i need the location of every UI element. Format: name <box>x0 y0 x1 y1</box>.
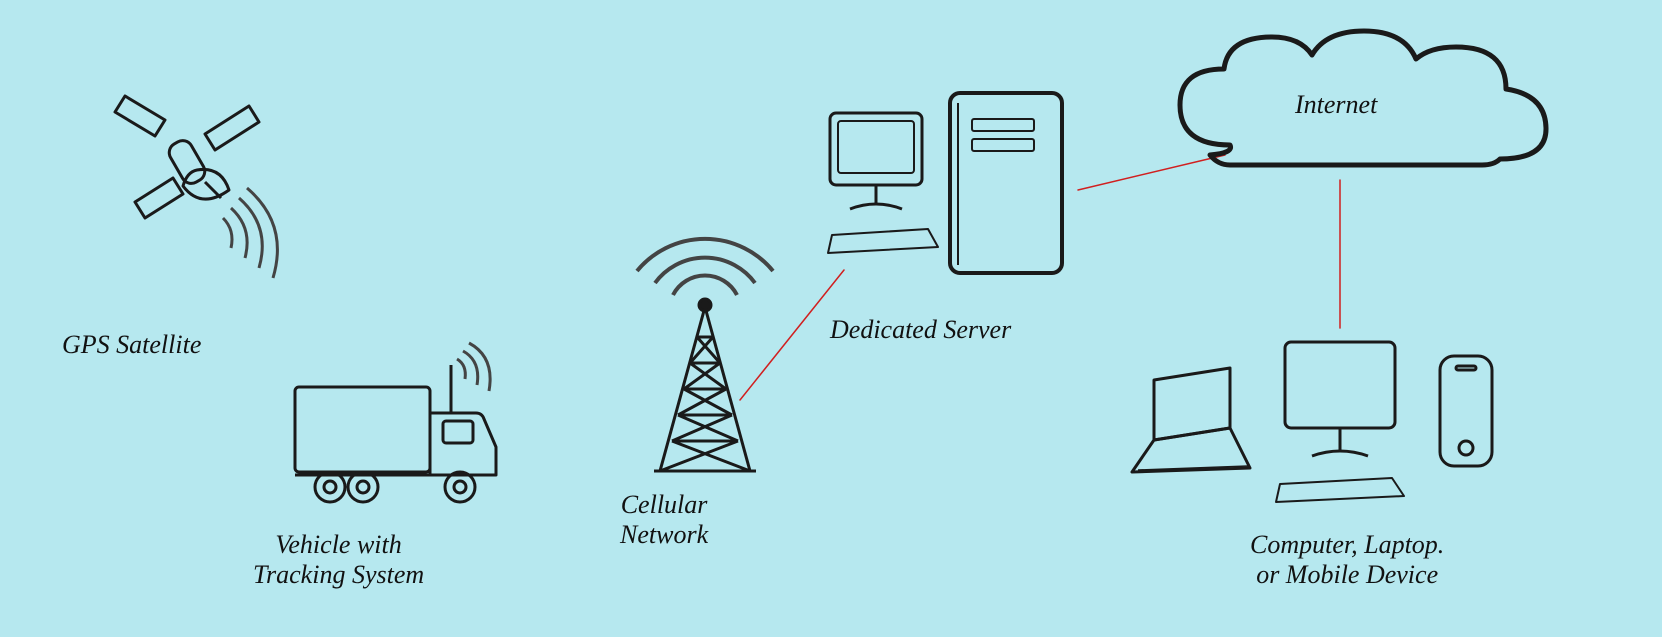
cell-tower-icon <box>600 175 810 475</box>
satellite-icon <box>105 70 295 280</box>
server-label: Dedicated Server <box>830 315 1011 345</box>
diagram-stage: GPS Satellite Vehicle with Tracking Syst… <box>0 0 1662 637</box>
internet-label: Internet <box>1295 90 1377 120</box>
devices-icon <box>1120 320 1520 520</box>
cell-tower-label: Cellular Network <box>620 490 708 550</box>
server-icon <box>820 85 1080 285</box>
vehicle-icon <box>275 325 555 520</box>
satellite-label: GPS Satellite <box>62 330 201 360</box>
devices-label: Computer, Laptop. or Mobile Device <box>1250 530 1444 590</box>
vehicle-label: Vehicle with Tracking System <box>253 530 424 590</box>
